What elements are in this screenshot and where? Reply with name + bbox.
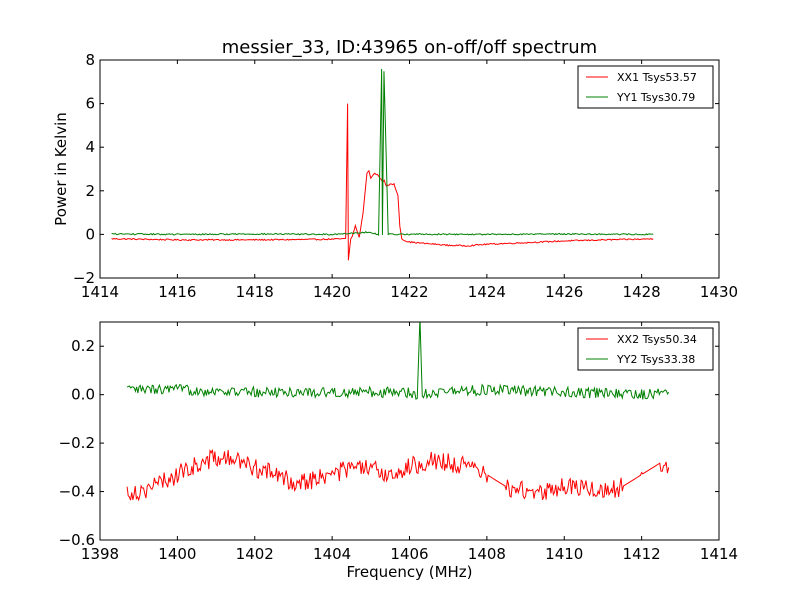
x-tick-label: 1402 [236, 545, 274, 563]
y-tick-label: 6 [85, 95, 95, 113]
series-line-yy [111, 69, 654, 236]
x-tick-label: 1418 [236, 283, 274, 301]
x-tick-label: 1430 [700, 283, 738, 301]
y-tick-label: 8 [85, 51, 95, 69]
y-tick-label: −0.6 [59, 531, 95, 549]
x-tick-label: 1406 [390, 545, 428, 563]
legend-entry: XX2 Tsys50.34 [617, 333, 697, 346]
y-tick-label: 0.0 [71, 386, 95, 404]
legend: XX2 Tsys50.34 YY2 Tsys33.38 [577, 327, 714, 371]
legend: XX1 Tsys53.57 YY1 Tsys30.79 [577, 65, 714, 109]
y-tick-label: −0.2 [59, 434, 95, 452]
y-tick-label: 2 [85, 182, 95, 200]
x-tick-label: 1424 [468, 283, 506, 301]
y-axis-label: Power in Kelvin [52, 112, 70, 226]
x-tick-label: 1426 [545, 283, 583, 301]
x-tick-label: 1416 [158, 283, 196, 301]
x-tick-label: 1422 [390, 283, 428, 301]
x-tick-label: 1404 [313, 545, 351, 563]
x-tick-label: 1398 [81, 545, 119, 563]
x-tick-label: 1412 [623, 545, 661, 563]
x-tick-label: 1410 [545, 545, 583, 563]
y-tick-label: 0 [85, 225, 95, 243]
chart-title: messier_33, ID:43965 on-off/off spectrum [222, 37, 597, 58]
series-line-yy [126, 322, 670, 401]
x-tick-label: 1408 [468, 545, 506, 563]
x-tick-label: 1414 [81, 283, 119, 301]
legend-entry: XX1 Tsys53.57 [617, 71, 697, 84]
y-tick-label: 0.2 [71, 337, 95, 355]
x-axis-label: Frequency (MHz) [346, 563, 472, 581]
legend-entry: YY2 Tsys33.38 [616, 353, 695, 366]
legend-entry: YY1 Tsys30.79 [616, 91, 695, 104]
series-line-xx [126, 448, 670, 502]
y-tick-label: −0.4 [59, 483, 95, 501]
bottom-panel: 1398 1400 1402 1404 1406 1408 1410 1412 1414 −0.6… [59, 321, 738, 581]
x-tick-label: 1428 [623, 283, 661, 301]
y-tick-label: 4 [85, 138, 95, 156]
legend-box [577, 327, 714, 371]
legend-box [577, 65, 714, 109]
y-tick-label: −2 [73, 269, 95, 287]
x-tick-label: 1414 [700, 545, 738, 563]
x-tick-label: 1400 [158, 545, 196, 563]
x-tick-label: 1420 [313, 283, 351, 301]
top-panel: 1414 1416 1418 1420 1422 1424 1426 1428 1430 −2 0 2… [52, 37, 738, 301]
